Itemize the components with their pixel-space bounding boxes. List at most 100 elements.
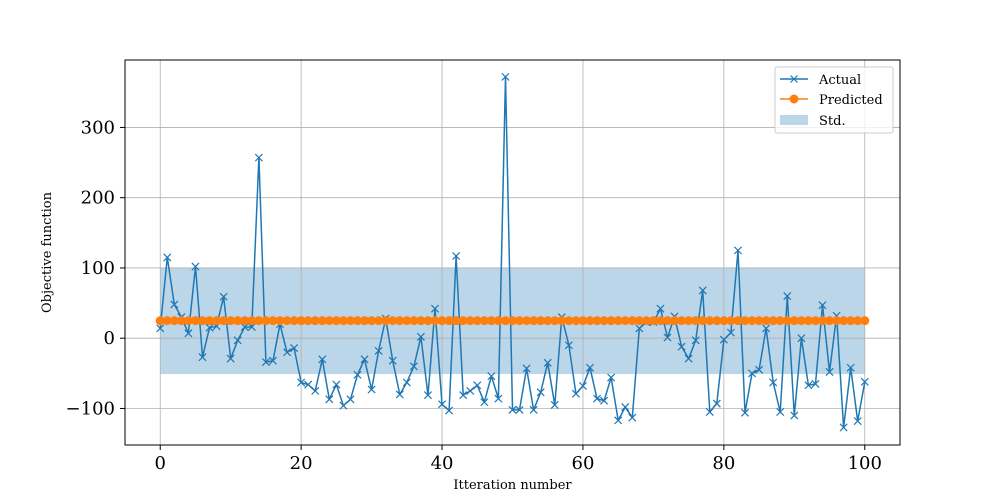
actual-point-marker [825,367,834,376]
actual-point-marker [853,417,862,426]
predicted-point-marker [592,316,602,326]
predicted-point-marker [162,316,172,326]
actual-point-marker [585,363,595,372]
legend: Actual Predicted Std. [774,66,894,134]
predicted-point-marker [789,316,799,326]
actual-point-marker [593,394,602,403]
actual-point-marker [184,329,193,338]
predicted-point-marker [353,316,362,326]
actual-point-marker [261,358,270,367]
predicted-point-marker [275,316,285,326]
predicted-point-marker [747,316,757,326]
predicted-point-marker [726,316,736,326]
predicted-point-marker [486,316,496,326]
actual-point-marker [304,380,313,389]
predicted-point-marker [832,316,842,326]
actual-point-marker [353,370,362,379]
actual-point-marker [487,372,496,381]
predicted-point-marker [458,316,468,326]
x-tick-label: 40 [431,453,454,474]
predicted-point-marker [493,316,503,326]
actual-point-marker [233,336,242,345]
actual-point-marker [571,389,580,398]
predicted-point-marker [437,316,447,326]
y-tick-label: 300 [81,117,115,138]
predicted-point-marker [796,316,806,326]
actual-point-marker [621,403,630,412]
predicted-point-marker [430,316,440,326]
predicted-point-marker [240,316,250,326]
predicted-point-marker [451,316,461,326]
predicted-point-marker [444,316,454,326]
predicted-point-marker [712,316,722,326]
predicted-point-marker [247,316,257,326]
predicted-point-marker [423,316,433,326]
actual-point-marker [846,363,855,372]
predicted-point-marker [508,316,517,326]
actual-point-marker [191,262,200,271]
predicted-point-marker [536,316,546,326]
predicted-point-marker [775,316,785,326]
predicted-point-marker [233,316,243,326]
predicted-point-marker [190,316,200,326]
predicted-point-marker [289,316,299,326]
predicted-point-marker [388,316,398,326]
actual-point-marker [677,342,686,351]
actual-point-marker [205,323,214,332]
actual-point-marker [818,301,827,310]
predicted-point-marker [409,316,419,326]
actual-point-marker [839,423,848,432]
predicted-point-marker [345,316,355,326]
predicted-point-marker [578,316,588,326]
predicted-point-marker [176,316,186,326]
actual-point-marker [529,405,538,414]
actual-point-marker [473,381,482,390]
actual-point-marker [170,300,179,309]
actual-point-marker [719,335,728,344]
predicted-point-marker [515,316,525,326]
predicted-point-marker [768,316,778,326]
predicted-point-marker [599,316,609,326]
actual-point-marker [536,388,545,397]
legend-actual-label: Actual [818,73,861,88]
actual-point-marker [494,394,503,403]
actual-point-marker [297,378,306,387]
predicted-point-marker [500,316,510,326]
legend-item-predicted: Predicted [780,93,883,108]
predicted-point-marker [627,316,637,326]
legend-actual-x-marker [790,75,798,83]
y-tick-label: 100 [81,258,115,279]
actual-point-marker [423,391,432,400]
predicted-point-marker [198,316,207,326]
actual-point-marker [163,253,172,262]
x-tick-label: 0 [155,453,166,474]
predicted-point-marker [564,316,574,326]
y-tick-label: 0 [104,328,115,349]
predicted-point-marker [324,316,334,326]
predicted-point-marker [268,316,278,326]
predicted-point-marker [543,316,553,326]
predicted-point-marker [691,316,701,326]
predicted-point-marker [733,316,743,326]
actual-point-marker [811,379,820,388]
actual-point-marker [388,356,397,365]
predicted-point-marker [254,316,264,326]
predicted-point-marker [839,316,849,326]
predicted-point-marker [641,316,651,326]
legend-box [774,66,894,134]
actual-point-marker [748,369,757,378]
predicted-point-marker [395,316,405,326]
predicted-point-marker [282,316,292,326]
predicted-point-marker [479,316,489,326]
series-layer [155,72,870,432]
actual-point-marker [332,380,341,389]
actual-point-marker [804,381,813,390]
actual-point-marker [268,356,277,365]
actual-point-marker [409,362,418,371]
actual-point-marker [247,322,256,331]
actual-point-marker [156,324,165,333]
predicted-point-marker [169,316,179,326]
actual-point-marker [416,332,425,341]
x-axis-label: Itteration number [453,478,572,493]
